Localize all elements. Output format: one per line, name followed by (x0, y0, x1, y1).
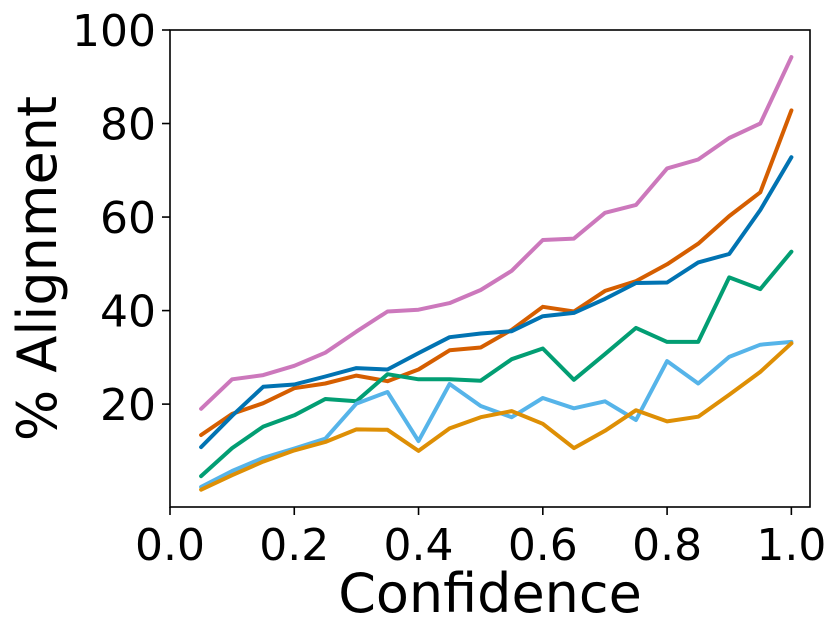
y-axis-label: % Alignment (6, 96, 69, 441)
plot-frame (169, 29, 811, 508)
y-axis: 20 40 60 80 100 (72, 6, 170, 431)
x-tick-label: 0.2 (259, 520, 329, 571)
x-tick-label: 0.4 (384, 520, 454, 571)
x-tick-label: 0.0 (135, 520, 205, 571)
x-axis: 0.0 0.2 0.4 0.6 0.8 1.0 (135, 507, 826, 571)
x-tick-label: 0.6 (508, 520, 578, 571)
x-tick-label: 0.8 (632, 520, 702, 571)
series-layer (199, 55, 794, 492)
series-line-6 (199, 341, 794, 492)
x-axis-label: Confidence (338, 562, 642, 625)
series-line-5 (199, 339, 794, 489)
series-line-4 (199, 249, 794, 479)
y-tick-label: 40 (100, 287, 156, 338)
series-line-3 (199, 155, 794, 450)
y-tick-label: 100 (72, 6, 156, 57)
series-line-2 (199, 108, 794, 437)
series-line-1 (199, 55, 794, 411)
x-tick-label: 1.0 (756, 520, 826, 571)
y-tick-label: 60 (100, 193, 156, 244)
y-tick-label: 80 (100, 100, 156, 151)
y-tick-label: 20 (100, 380, 156, 431)
